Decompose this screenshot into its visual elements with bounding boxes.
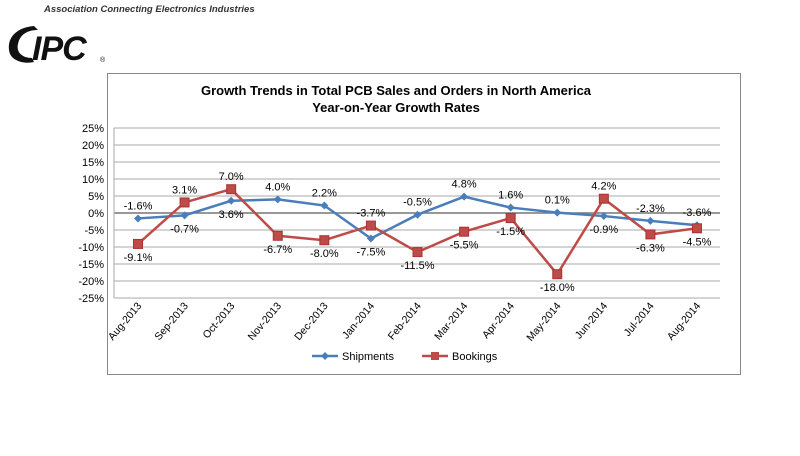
data-point [645,229,656,240]
data-point [459,226,470,237]
y-tick-label: 10% [82,174,104,186]
data-label: -7.5% [357,247,386,259]
x-tick-label: Mar-2014 [432,300,470,342]
data-point [365,220,376,231]
data-label: 4.2% [591,181,616,193]
data-label: -8.0% [310,248,339,260]
data-point [552,269,563,280]
data-point [134,214,142,223]
y-tick-label: 15% [82,157,104,169]
data-label: -6.7% [263,244,292,256]
y-tick-label: -20% [78,276,104,288]
data-point [692,223,702,234]
data-label: 3.6% [219,209,244,221]
data-label: 4.8% [452,179,477,191]
x-tick-label: Sep-2013 [152,300,191,343]
legend-label: Bookings [452,351,498,363]
chart-title: Growth Trends in Total PCB Sales and Ord… [201,83,592,98]
data-label: -5.5% [450,240,479,252]
data-point [319,235,330,246]
ipc-logo: IPC ® [8,26,106,66]
data-point [646,216,655,225]
data-label: 7.0% [219,171,244,183]
chart-frame [107,73,741,375]
data-label: 4.0% [265,181,290,193]
data-label: 0.1% [545,195,570,207]
data-label: -0.9% [589,224,618,236]
data-point [506,203,515,212]
data-label: 3.1% [172,184,197,196]
x-tick-label: Dec-2013 [292,300,331,343]
data-point [227,196,236,205]
data-point [460,192,469,201]
svg-text:®: ® [100,56,106,64]
data-label: -0.7% [170,223,199,235]
y-tick-label: -5% [84,225,104,237]
y-tick-label: -25% [78,293,104,305]
data-label: -4.5% [683,236,712,248]
data-point [412,247,423,258]
y-tick-label: 0% [88,208,104,220]
data-label: -2.3% [636,203,665,215]
x-tick-label: Apr-2014 [480,300,517,341]
x-tick-label: Aug-2014 [665,300,704,343]
data-point [179,197,190,208]
data-point [599,212,608,221]
x-tick-label: Aug-2013 [106,300,145,343]
data-point [133,238,143,249]
data-point [505,213,516,224]
x-tick-label: Jun-2014 [573,300,610,341]
data-label: -6.3% [636,242,665,254]
data-label: -11.5% [400,260,434,272]
data-label: -1.6% [124,200,153,212]
data-label: -1.5% [496,226,525,238]
data-label: -3.7% [357,208,386,220]
data-point [598,193,609,204]
legend-marker-square-icon [431,352,439,360]
x-tick-label: Nov-2013 [246,300,285,343]
data-label: -3.6% [683,207,712,219]
data-point [226,184,237,195]
tagline: Association Connecting Electronics Indus… [44,4,255,15]
data-label: 2.2% [312,188,337,200]
data-label: -0.5% [403,197,432,209]
data-point [272,230,283,241]
data-point [366,234,375,243]
x-tick-label: May-2014 [524,300,563,344]
x-tick-label: Jul-2014 [622,300,657,339]
y-tick-label: 25% [82,123,104,135]
data-label: 1.6% [498,190,523,202]
svg-text:IPC: IPC [32,30,87,66]
x-tick-label: Feb-2014 [386,300,424,342]
y-tick-label: -10% [78,242,104,254]
y-tick-label: 5% [88,191,104,203]
data-point [180,211,189,220]
legend-marker-diamond-icon [321,352,329,360]
x-tick-label: Jan-2014 [340,300,377,341]
data-point [273,195,282,204]
legend-label: Shipments [342,351,394,363]
data-point [553,208,562,217]
data-point [413,210,422,219]
data-label: -18.0% [540,282,575,294]
chart-subtitle: Year-on-Year Growth Rates [312,100,480,115]
y-tick-label: 20% [82,140,104,152]
data-point [320,201,329,210]
x-tick-label: Oct-2013 [201,300,238,341]
y-tick-label: -15% [78,259,104,271]
data-label: -9.1% [124,252,153,264]
